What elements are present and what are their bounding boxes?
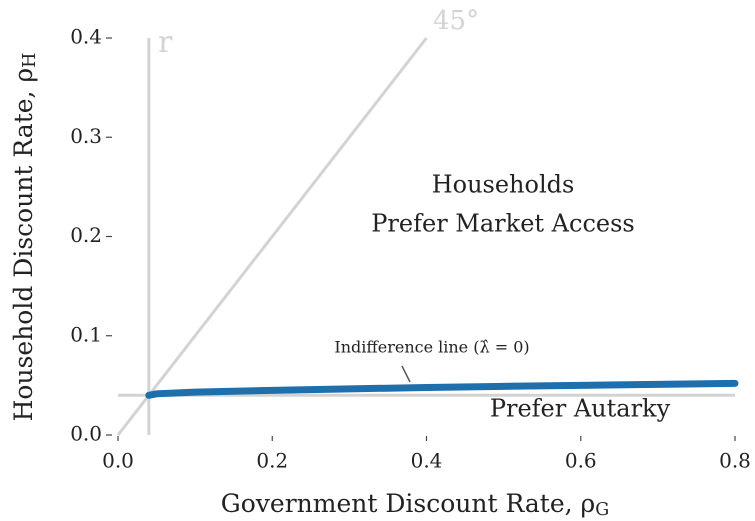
- y-tick-label: 0.4: [70, 25, 102, 49]
- x-axis-label-sub: G: [595, 500, 609, 520]
- r-label: r: [158, 25, 173, 60]
- annotation: Households: [432, 171, 575, 199]
- x-tick-label: 0.0: [102, 449, 134, 473]
- y-axis-label: Household Discount Rate, ρH: [9, 53, 40, 422]
- x-tick-label: 0.2: [256, 449, 288, 473]
- annotation: Prefer Market Access: [371, 210, 634, 238]
- y-tick-label: 0.1: [70, 322, 102, 346]
- annotation: Prefer Autarky: [490, 395, 671, 423]
- x-tick-label: 0.8: [719, 449, 751, 473]
- x-tick-label: 0.4: [411, 449, 443, 473]
- y-axis-label-text: Household Discount Rate, ρ: [9, 68, 38, 422]
- y-tick-label: 0.2: [70, 223, 102, 247]
- indifference-line: [145, 379, 739, 399]
- y-tick-label: 0.3: [70, 124, 102, 148]
- x-axis-label-text: Government Discount Rate, ρ: [221, 489, 595, 518]
- y-axis-label-sub: H: [20, 53, 40, 68]
- x-axis-label: Government Discount Rate, ρG: [221, 489, 609, 520]
- y-tick-label: 0.0: [70, 422, 102, 446]
- indifference-label: Indifference line (λ̂ = 0): [334, 338, 529, 357]
- diag-label: 45°: [433, 6, 479, 36]
- x-tick-label: 0.6: [565, 449, 597, 473]
- annotation-arrow: [401, 365, 411, 383]
- reference-line: [116, 37, 428, 436]
